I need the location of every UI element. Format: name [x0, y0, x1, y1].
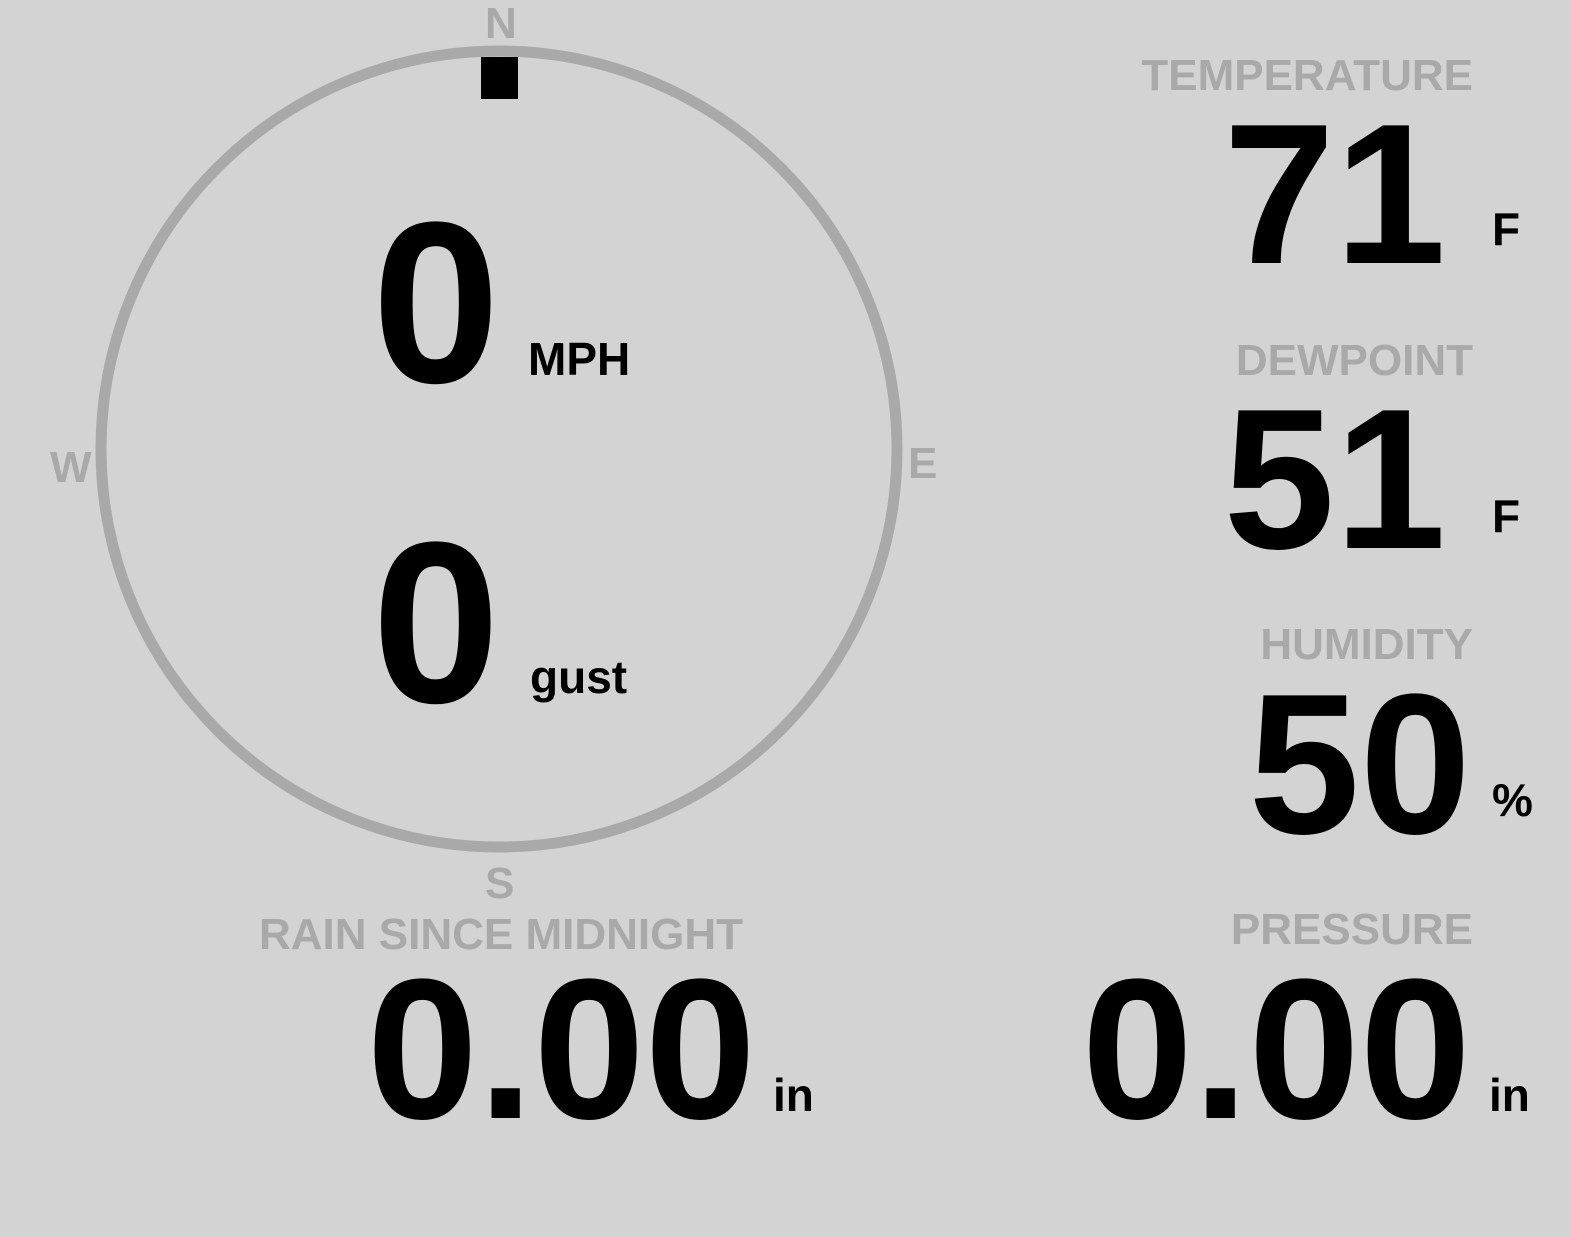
- dewpoint-unit: F: [1492, 490, 1521, 542]
- temperature-label: TEMPERATURE: [1141, 51, 1473, 100]
- humidity-unit: %: [1492, 774, 1533, 826]
- pressure-label: PRESSURE: [1230, 905, 1473, 954]
- wind-speed-value: 0: [372, 174, 500, 431]
- temperature-unit: F: [1492, 203, 1521, 255]
- compass-south: S: [485, 859, 515, 908]
- compass-east: E: [908, 439, 938, 488]
- pressure-value: 0.00: [1081, 938, 1471, 1161]
- wind-speed-unit: MPH: [528, 333, 631, 385]
- rain-value: 0.00: [366, 938, 756, 1161]
- temperature-value: 71: [1223, 83, 1446, 306]
- rain-label: RAIN SINCE MIDNIGHT: [259, 910, 743, 959]
- humidity-value: 50: [1248, 653, 1471, 876]
- wind-gust-value: 0: [372, 494, 500, 751]
- compass-ring: [95, 45, 903, 853]
- compass-north: N: [485, 0, 517, 48]
- compass-west: W: [50, 443, 92, 492]
- wind-direction-marker: [481, 57, 518, 99]
- dewpoint-value: 51: [1223, 368, 1446, 591]
- rain-unit: in: [773, 1069, 814, 1121]
- wind-gust-unit: gust: [530, 651, 628, 703]
- pressure-unit: in: [1489, 1069, 1530, 1121]
- dewpoint-label: DEWPOINT: [1235, 336, 1473, 385]
- wind-compass: [95, 45, 903, 853]
- humidity-label: HUMIDITY: [1260, 620, 1473, 669]
